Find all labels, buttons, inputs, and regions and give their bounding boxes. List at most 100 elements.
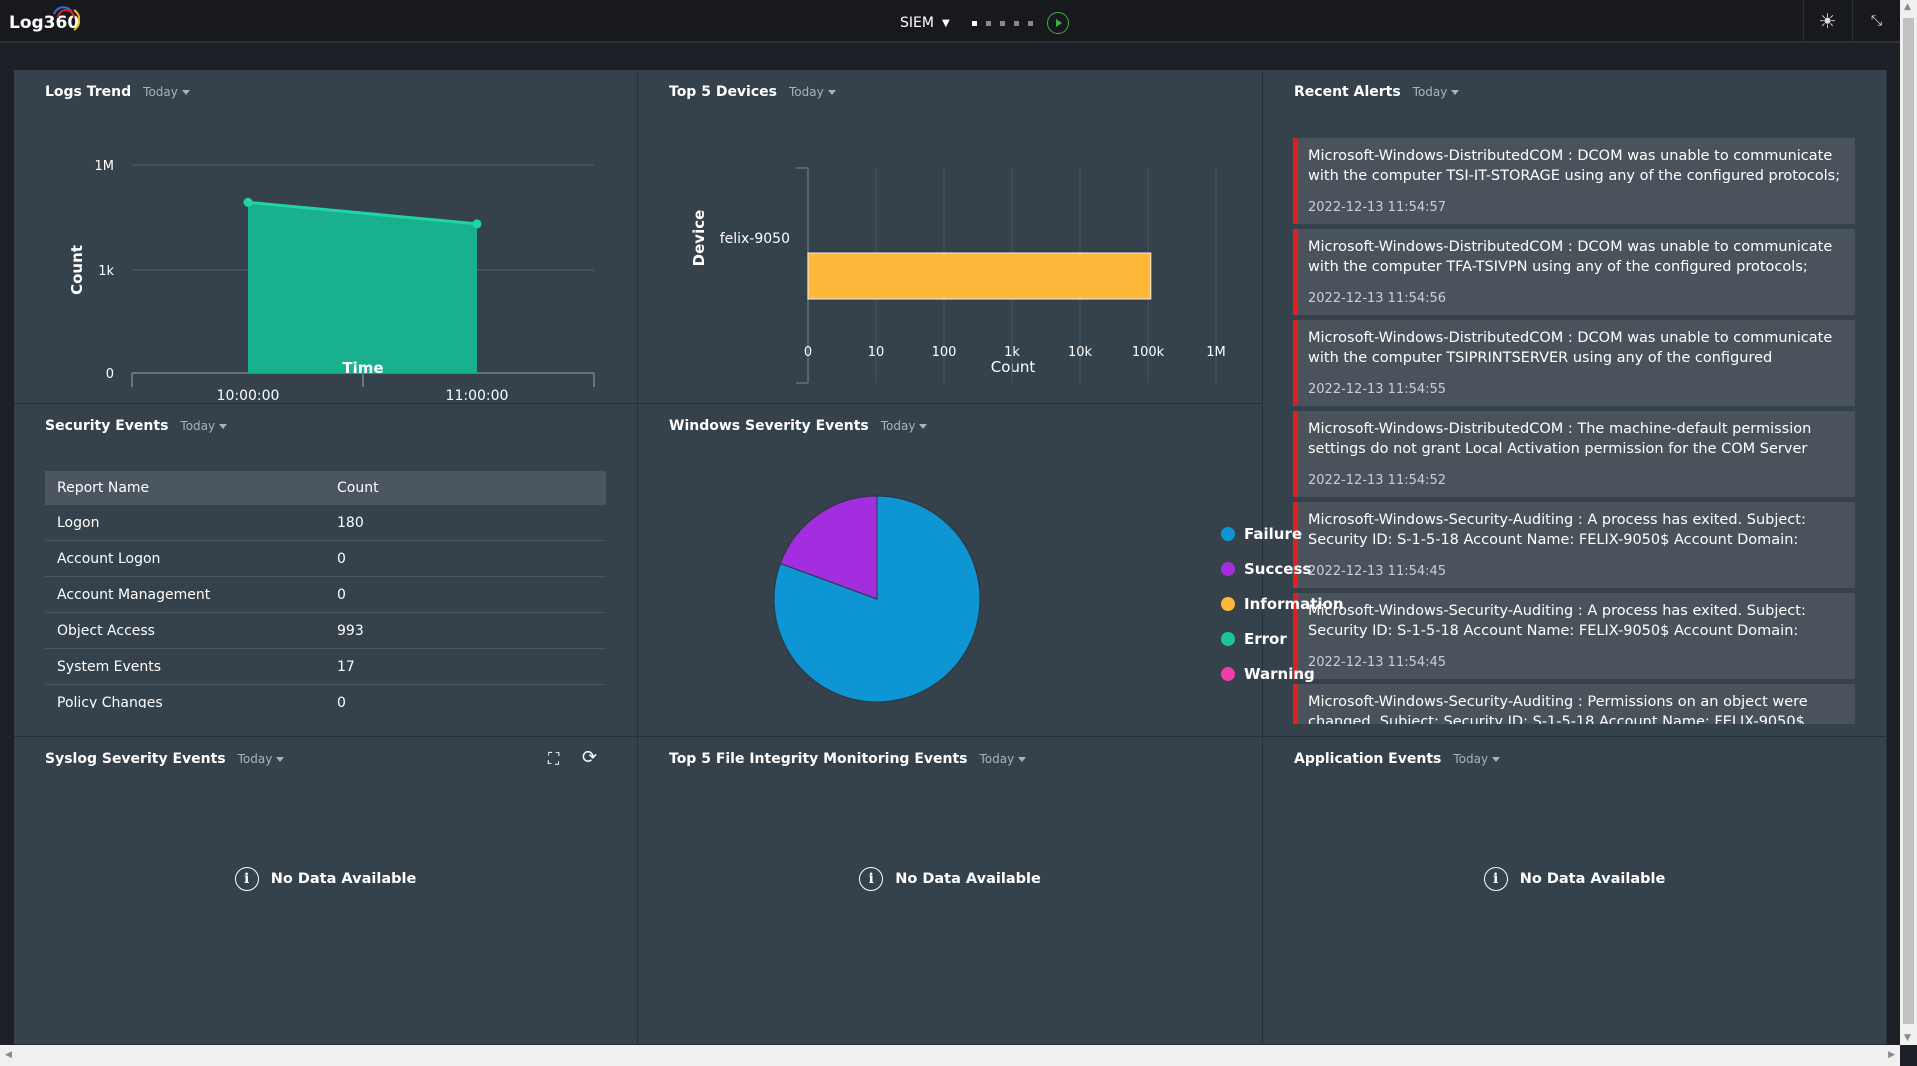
alert-card[interactable]: Microsoft-Windows-DistributedCOM : DCOM … (1293, 229, 1855, 315)
logs-trend-panel: Logs Trend Today 1M 1k 0 10:00:00 11:00:0… (14, 70, 638, 404)
table-row[interactable]: System Events 17 (45, 649, 606, 685)
alert-timestamp: 2022-12-13 11:54:57 (1308, 200, 1447, 215)
alert-message: Microsoft-Windows-DistributedCOM : DCOM … (1308, 239, 1833, 275)
time-filter-dropdown[interactable]: Today (238, 752, 285, 766)
alert-timestamp: 2022-12-13 11:54:56 (1308, 291, 1447, 306)
legend-item[interactable]: Success (1221, 551, 1344, 586)
x-tick-label: 100k (1132, 345, 1165, 360)
alert-message: Microsoft-Windows-Security-Auditing : A … (1308, 512, 1806, 548)
time-filter-dropdown[interactable]: Today (143, 85, 190, 99)
logo-arc-icon (53, 6, 80, 31)
table-row[interactable]: Account Management 0 (45, 577, 606, 613)
module-selector[interactable]: SIEM ▼ (900, 12, 1069, 34)
bar (807, 252, 1152, 300)
expand-icon[interactable]: ⛶ (548, 749, 560, 768)
count-cell: 17 (337, 658, 355, 675)
time-filter-dropdown[interactable]: Today (881, 419, 928, 433)
alert-timestamp: 2022-12-13 11:54:55 (1308, 382, 1447, 397)
recent-alerts-panel: Recent Alerts Today Microsoft-Windows-Dis… (1263, 70, 1887, 737)
count-cell: 0 (337, 586, 346, 603)
time-filter-dropdown[interactable]: Today (180, 419, 227, 433)
legend-label: Success (1244, 559, 1312, 578)
panel-title: Security Events (45, 418, 169, 434)
vertical-scrollbar[interactable]: ▲ ▼ (1900, 0, 1917, 1045)
table-row[interactable]: Account Logon 0 (45, 541, 606, 577)
report-name-cell[interactable]: Object Access (57, 622, 155, 639)
trend-line (247, 200, 478, 226)
y-axis-label: Count (68, 245, 86, 295)
dashboard-pager (971, 20, 1033, 26)
fim-panel: Top 5 File Integrity Monitoring Events To… (638, 737, 1263, 1045)
legend-dot (1221, 631, 1235, 646)
top-bar: Log360 SIEM ▼ ☀ ⤡ (0, 0, 1900, 43)
windows-severity-panel: Windows Severity Events Today Failure Succ… (638, 404, 1344, 737)
legend-label: Warning (1244, 664, 1315, 683)
chevron-down-icon: ▼ (941, 17, 950, 29)
alerts-list: Microsoft-Windows-DistributedCOM : DCOM … (1293, 138, 1855, 724)
scrollbar-thumb[interactable] (1903, 18, 1914, 1024)
alert-card[interactable]: Microsoft-Windows-Security-Auditing : Pe… (1293, 684, 1855, 724)
x-tick-label: 100 (932, 345, 957, 360)
page-dot[interactable] (985, 20, 991, 26)
data-point (243, 197, 253, 207)
application-events-panel: Application Events Today i No Data Availab… (1263, 737, 1887, 1045)
theme-toggle-button[interactable]: ☀ (1803, 0, 1851, 41)
alert-card[interactable]: Microsoft-Windows-Security-Auditing : A … (1293, 502, 1855, 588)
alert-message: Microsoft-Windows-DistributedCOM : The m… (1308, 421, 1812, 457)
time-filter-dropdown[interactable]: Today (1413, 85, 1460, 99)
page-dot[interactable] (1027, 20, 1033, 26)
page-dot[interactable] (1013, 20, 1019, 26)
collapse-icon: ⤡ (1870, 12, 1883, 29)
page-dot[interactable] (971, 20, 977, 26)
info-icon: i (859, 867, 884, 891)
windows-severity-pie (773, 495, 981, 703)
alert-card[interactable]: Microsoft-Windows-DistributedCOM : DCOM … (1293, 320, 1855, 406)
table-row[interactable]: Logon 180 (45, 505, 606, 541)
table-row[interactable]: Object Access 993 (45, 613, 606, 649)
horizontal-scrollbar[interactable]: ◀ ▶ (0, 1045, 1900, 1066)
count-cell: 0 (337, 550, 346, 567)
report-name-cell[interactable]: Logon (57, 514, 100, 531)
time-filter-dropdown[interactable]: Today (1453, 752, 1500, 766)
category-label: felix-9050 (720, 231, 790, 247)
x-tick-label: 1k (1004, 345, 1020, 360)
legend-dot (1221, 561, 1235, 576)
legend-item[interactable]: Failure (1221, 516, 1344, 551)
legend-label: Information (1244, 594, 1344, 613)
report-name-cell[interactable]: Policy Changes (57, 694, 163, 709)
count-cell: 180 (337, 514, 364, 531)
alert-card[interactable]: Microsoft-Windows-DistributedCOM : DCOM … (1293, 138, 1855, 224)
logo: Log360 (9, 13, 80, 33)
top-devices-chart: Device felix-9050 Count 0 10 100 1k 10k 100k 1… (690, 167, 1226, 384)
column-header: Report Name (57, 479, 150, 496)
panel-title: Recent Alerts (1294, 84, 1401, 100)
panel-title: Application Events (1294, 751, 1442, 767)
report-name-cell[interactable]: System Events (57, 658, 162, 675)
report-name-cell[interactable]: Account Logon (57, 550, 161, 567)
alert-card[interactable]: Microsoft-Windows-Security-Auditing : A … (1293, 593, 1855, 679)
count-cell: 0 (337, 694, 346, 709)
play-button[interactable] (1046, 12, 1069, 34)
collapse-button[interactable]: ⤡ (1852, 0, 1900, 41)
no-data-message: No Data Available (1519, 871, 1666, 887)
y-tick-label: 1M (95, 159, 115, 174)
alert-timestamp: 2022-12-13 11:54:45 (1308, 564, 1447, 579)
refresh-icon[interactable]: ⟳ (582, 747, 598, 768)
legend-item[interactable]: Warning (1221, 656, 1344, 691)
y-axis-label: Device (690, 210, 708, 267)
page-dot[interactable] (999, 20, 1005, 26)
data-point (472, 219, 482, 229)
legend-item[interactable]: Information (1221, 586, 1344, 621)
legend-label: Failure (1244, 524, 1303, 543)
play-icon (1055, 19, 1062, 27)
report-name-cell[interactable]: Account Management (57, 586, 211, 603)
table-row[interactable]: Policy Changes 0 (45, 685, 606, 709)
legend-item[interactable]: Error (1221, 621, 1344, 656)
alert-card[interactable]: Microsoft-Windows-DistributedCOM : The m… (1293, 411, 1855, 497)
time-filter-dropdown[interactable]: Today (980, 752, 1027, 766)
security-events-table: Report Name Count Logon 180 Account Logon 0 A… (45, 471, 606, 708)
time-filter-dropdown[interactable]: Today (789, 85, 836, 99)
count-cell: 993 (337, 622, 364, 639)
alert-message: Microsoft-Windows-DistributedCOM : DCOM … (1308, 148, 1841, 184)
alert-timestamp: 2022-12-13 11:54:52 (1308, 473, 1447, 488)
